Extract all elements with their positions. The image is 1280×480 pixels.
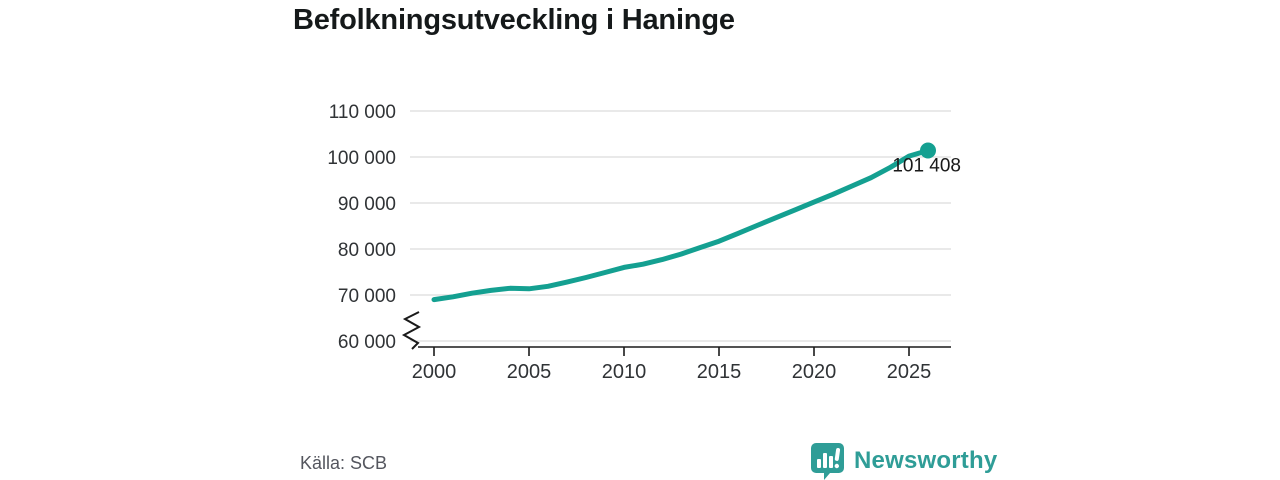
x-axis-tick-label: 2010 xyxy=(602,361,647,383)
source-note: Källa: SCB xyxy=(300,453,388,473)
end-point-dot xyxy=(920,142,936,159)
x-axis-tick-label: 2020 xyxy=(792,361,837,383)
y-axis-tick-label: 60 000 xyxy=(338,332,396,353)
x-axis-tick-label: 2005 xyxy=(507,361,552,383)
end-value-label: 101 408 xyxy=(892,156,961,177)
y-axis-tick-label: 110 000 xyxy=(329,102,396,123)
x-axis-tick-label: 2000 xyxy=(412,361,457,383)
x-axis-tick-label: 2015 xyxy=(697,361,742,383)
y-axis-tick-label: 80 000 xyxy=(338,240,396,261)
y-axis-tick-label: 100 000 xyxy=(327,148,396,169)
speech-bubble-bar-chart-icon xyxy=(811,443,844,480)
y-axis-tick-label: 90 000 xyxy=(338,194,396,215)
logo-wordmark: Newsworthy xyxy=(854,447,998,474)
y-axis-tick-label: 70 000 xyxy=(338,286,396,307)
x-axis-tick-label: 2025 xyxy=(887,361,932,383)
page-title: Befolkningsutveckling i Haninge xyxy=(293,4,735,36)
axis-break-icon xyxy=(401,311,422,350)
population-line xyxy=(431,148,931,303)
newsworthy-logo: Newsworthy xyxy=(810,442,997,480)
